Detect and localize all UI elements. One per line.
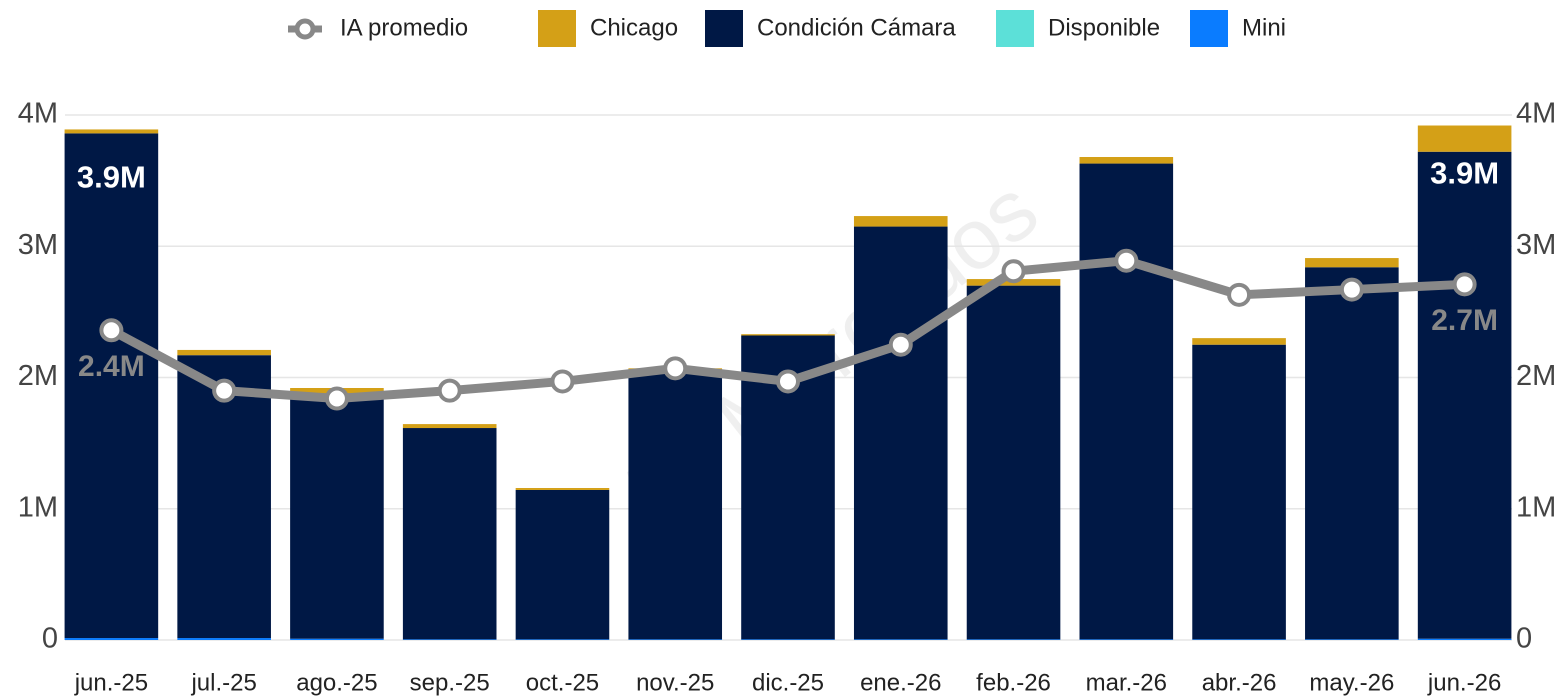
x-tick-label: sep.-25 [410,669,490,696]
x-tick-label: ago.-25 [296,669,377,696]
bar-segment [1079,639,1174,640]
legend-marker [294,18,316,40]
legend-label: Chicago [590,14,678,41]
legend-swatch [996,10,1034,47]
legend-label: Disponible [1048,14,1160,41]
line-marker [776,369,800,394]
y2-tick-label: 2M [1516,360,1556,392]
bar-segment [515,488,610,490]
bar-segment [1417,151,1512,639]
y-tick-label: 0 [42,623,58,655]
line-marker [888,332,913,357]
y2-tick-label: 1M [1516,491,1556,523]
x-tick-label: dic.-25 [752,669,824,696]
bar-segment [1079,157,1174,164]
line-marker [1452,272,1477,297]
x-tick-label: feb.-26 [976,669,1051,696]
x-tick-label: may.-26 [1309,669,1394,696]
legend-swatch [1190,10,1228,47]
bar-segment [1305,258,1399,268]
bar-segment [64,133,159,639]
y-tick-label: 4M [18,98,58,130]
line-marker [550,369,575,394]
y-tick-label: 3M [18,229,58,261]
line-marker [1339,277,1364,302]
bar-segment [177,638,271,640]
bar-segment [853,216,948,227]
line-label: 2.4M [78,350,145,383]
line-marker [1114,248,1139,273]
bar-segment [966,285,1061,640]
legend-swatch [705,10,743,47]
x-tick-label: mar.-26 [1086,669,1167,696]
bar-segment [1079,163,1174,640]
bar-segment [402,424,497,429]
line-marker [663,356,688,381]
bar-segment [1192,338,1286,345]
bar-segment [402,639,497,640]
bar-segment [290,393,384,639]
legend-label: Condición Cámara [757,14,956,41]
line-marker [437,378,462,403]
legend-label: Mini [1242,14,1286,41]
x-tick-label: jul.-25 [190,669,256,696]
y2-tick-label: 0 [1516,623,1532,655]
total-label: 3.9M [77,160,146,195]
x-tick-label: ene.-26 [860,669,941,696]
line-marker [324,386,349,411]
bar-segment [853,226,948,640]
line-marker [212,378,237,403]
y2-tick-label: 4M [1516,98,1556,130]
y-tick-label: 1M [18,491,58,523]
bar-segment [628,639,723,640]
bar-segment [64,129,159,134]
x-tick-label: oct.-25 [526,669,599,696]
x-tick-label: jun.-26 [1427,669,1501,696]
bar-segment [1305,267,1399,640]
y-tick-label: 2M [18,360,58,392]
x-tick-label: nov.-25 [636,669,714,696]
bar-segment [628,369,723,640]
line-marker [1227,282,1252,307]
line-marker [99,318,124,343]
bar-segment [1417,125,1512,152]
x-tick-label: abr.-26 [1202,669,1277,696]
bar-segment [741,639,835,640]
bar-segment [290,638,384,640]
bar-segment [1305,639,1399,640]
line-label: 2.7M [1431,304,1498,337]
bar-segment [515,639,610,640]
bar-segment [1417,638,1512,640]
legend-label: IA promedio [340,14,468,41]
bar-segment [1192,639,1286,640]
bar-segment [853,639,948,640]
bar-segment [177,349,271,356]
y2-tick-label: 3M [1516,229,1556,261]
bar-segment [64,638,159,640]
total-label: 3.9M [1430,156,1499,191]
bar-segment [515,489,610,640]
x-tick-label: jun.-25 [74,669,148,696]
bar-segment [402,428,497,640]
bar-segment [966,639,1061,640]
bar-segment [1192,344,1286,640]
legend-swatch [538,10,576,47]
line-marker [1001,259,1026,284]
bar-segment [741,334,835,336]
